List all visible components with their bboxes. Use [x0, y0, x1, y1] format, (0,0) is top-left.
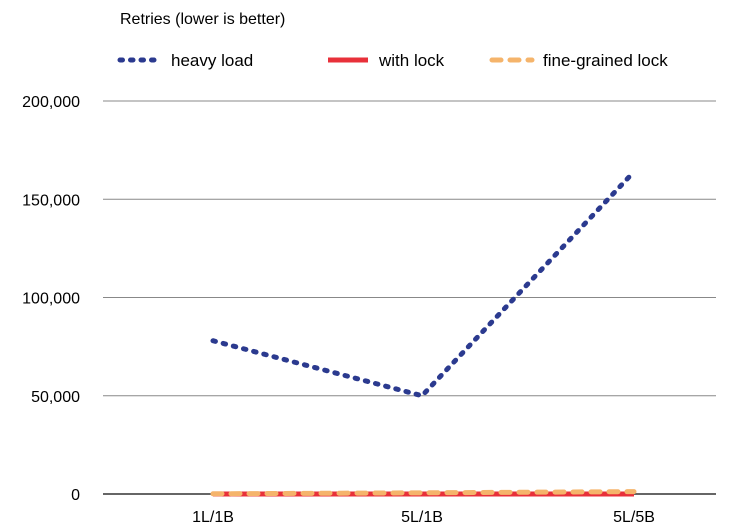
legend-label: heavy load [171, 51, 253, 70]
x-tick-label: 5L/5B [613, 509, 655, 526]
series-line-fine-grained-lock [210, 489, 637, 497]
y-tick-label: 100,000 [22, 291, 80, 308]
y-tick-label: 150,000 [22, 192, 80, 209]
legend-label: with lock [378, 51, 445, 70]
gridlines [103, 100, 716, 495]
y-tick-label: 50,000 [31, 389, 80, 406]
x-axis-ticks: 1L/1B 5L/1B 5L/5B [192, 509, 655, 526]
legend-label: fine-grained lock [543, 51, 668, 70]
y-tick-label: 0 [71, 487, 80, 504]
chart-title: Retries (lower is better) [120, 11, 285, 28]
series-lines [210, 169, 637, 497]
x-tick-label: 1L/1B [192, 509, 234, 526]
y-tick-label: 200,000 [22, 94, 80, 111]
legend: heavy load with lock fine-grained lock [117, 51, 668, 70]
y-axis-ticks: 0 50,000 100,000 150,000 200,000 [22, 94, 80, 504]
x-tick-label: 5L/1B [401, 509, 443, 526]
series-line-heavy-load [210, 169, 637, 399]
